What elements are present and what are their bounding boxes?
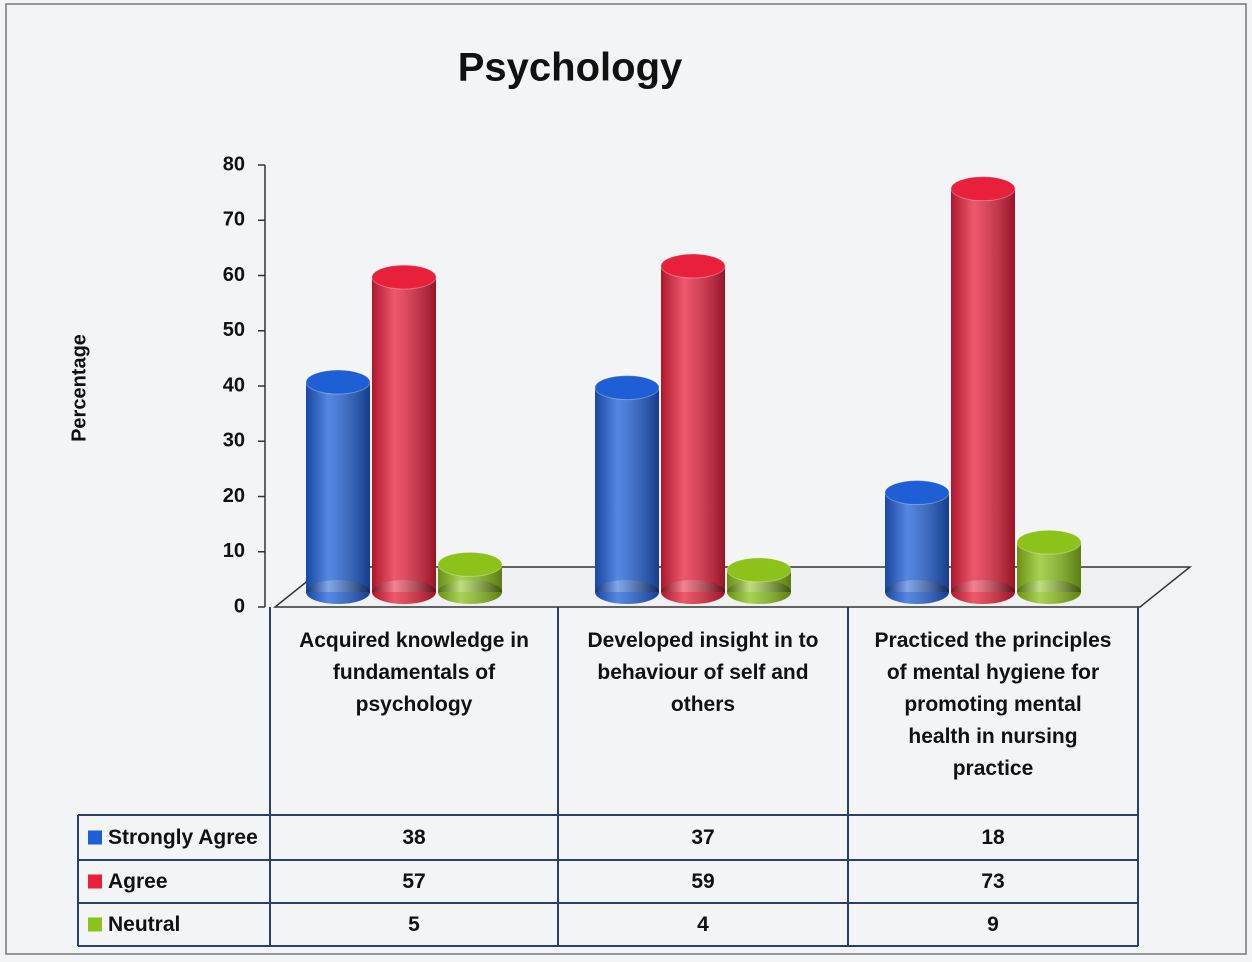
y-tick-label: 80 [223,153,245,175]
bar-shade [885,492,949,592]
bar-base-shade [372,580,436,604]
legend-swatch [88,874,102,889]
y-tick-label: 70 [223,209,245,231]
y-tick-label: 10 [223,540,245,562]
bar-base-shade [438,580,502,604]
bar-base-shade [885,580,949,604]
legend-label: Strongly Agree [108,826,258,849]
bar-top [1016,529,1082,555]
bar-base-shade [595,580,659,604]
bar-top [594,375,660,401]
legend-swatch [88,917,102,932]
legend-swatch [88,830,102,845]
table-value: 37 [691,826,714,849]
chart-title: Psychology [458,46,683,90]
bar-top [884,480,950,506]
table-value: 5 [408,913,420,936]
bar-top [950,176,1016,202]
y-tick-label: 0 [234,595,245,617]
table-value: 18 [981,826,1005,849]
y-tick-label: 30 [223,430,245,452]
table-value: 73 [981,870,1004,893]
bar-shade [306,382,370,592]
table-value: 4 [697,913,709,936]
bar-top [305,369,371,395]
bar-base-shade [661,580,725,604]
bar-shade [661,266,725,592]
table-value: 38 [402,826,426,849]
bar-top [437,551,503,577]
y-tick-label: 50 [223,319,245,341]
bar-shade [951,188,1015,593]
table-value: 9 [987,913,999,936]
x-tick-label: Acquired knowledge in fundamentals of ps… [299,629,529,716]
y-tick-label: 20 [223,485,245,507]
x-tick-label: Developed insight in to behaviour of sel… [587,629,819,716]
bar-base-shade [306,580,370,604]
table-value: 59 [691,870,714,893]
x-tick-label: Practiced the principles of mental hygie… [874,629,1112,780]
bar-base-shade [951,580,1015,604]
bar-shade [595,387,659,592]
y-tick-label: 40 [223,374,245,396]
y-tick-label: 60 [223,264,245,286]
legend-label: Agree [108,870,168,893]
bar-top [371,264,437,290]
bar-top [660,253,726,279]
chart-border [5,3,1247,955]
y-axis-label: Percentage [68,334,90,442]
bar-base-shade [727,580,791,604]
legend-label: Neutral [108,913,180,936]
bar-base-shade [1017,580,1081,604]
bar-shade [372,277,436,592]
table-value: 57 [402,870,425,893]
bar-top [726,557,792,583]
